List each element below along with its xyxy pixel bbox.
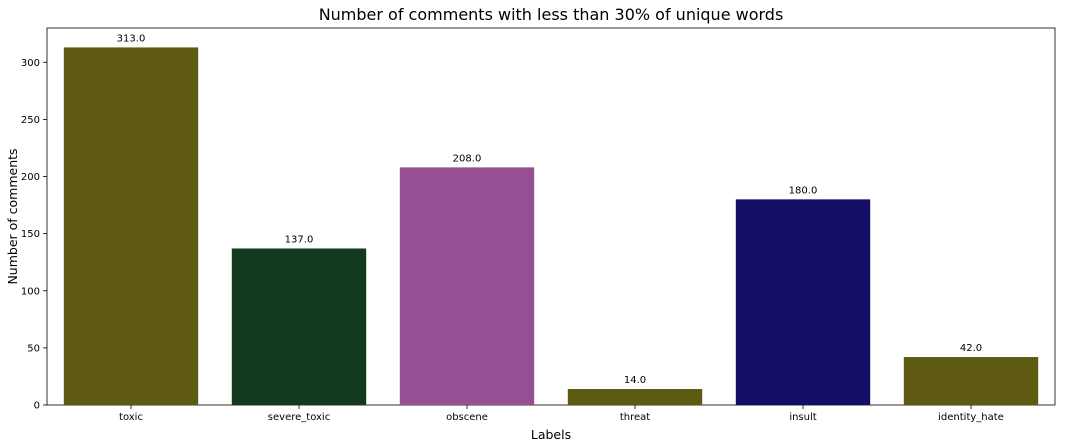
x-tick-label: severe_toxic: [268, 412, 330, 423]
bar-toxic: [63, 47, 199, 406]
y-tick-label: 300: [21, 58, 40, 69]
y-tick-label: 150: [21, 229, 40, 240]
x-axis-label: Labels: [531, 427, 571, 442]
bars: [63, 47, 1039, 406]
bar-threat: [567, 389, 703, 405]
x-tick-label: threat: [620, 412, 650, 423]
data-labels: 313.0 137.0 208.0 14.0 180.0 42.0: [117, 33, 982, 386]
y-tick-label: 0: [34, 401, 40, 412]
data-label-insult: 180.0: [789, 185, 818, 196]
y-tick-label: 250: [21, 115, 40, 126]
bar-insult: [735, 199, 871, 405]
data-label-severe_toxic: 137.0: [285, 234, 314, 245]
x-tick-label: obscene: [446, 412, 488, 423]
x-tick-label: toxic: [119, 412, 143, 423]
data-label-threat: 14.0: [624, 375, 646, 386]
bar-severe_toxic: [231, 248, 367, 405]
y-tick-label: 200: [21, 172, 40, 183]
y-axis-label: Number of comments: [5, 148, 20, 284]
y-tick-label: 50: [27, 343, 40, 354]
y-axis: 0 50 100 150 200 250 300: [21, 58, 47, 412]
x-axis: toxic severe_toxic obscene threat insult iden…: [119, 405, 1004, 423]
x-tick-label: identity_hate: [938, 412, 1004, 423]
bar-identity_hate: [903, 357, 1039, 405]
y-tick-label: 100: [21, 286, 40, 297]
data-label-identity_hate: 42.0: [960, 343, 982, 354]
bar-obscene: [399, 167, 535, 405]
plot-frame: [46, 27, 1056, 406]
data-label-toxic: 313.0: [117, 33, 146, 44]
chart-title: Number of comments with less than 30% of…: [319, 5, 784, 24]
data-label-obscene: 208.0: [453, 153, 482, 164]
x-tick-label: insult: [789, 412, 816, 423]
